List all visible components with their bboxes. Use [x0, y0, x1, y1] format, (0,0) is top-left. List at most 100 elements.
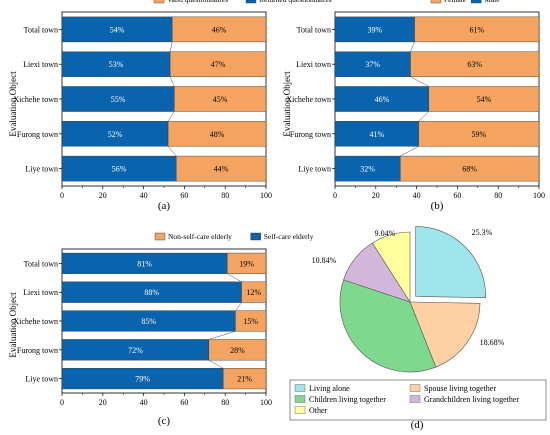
- bar-b-3-rest: [418, 121, 540, 147]
- data-label: 61%: [469, 25, 484, 34]
- data-label: 88%: [144, 288, 159, 297]
- legend-swatch: [245, 0, 257, 4]
- category-label: Liye town: [25, 375, 58, 384]
- data-label: 28%: [230, 346, 245, 355]
- bar-c-4-rest: [222, 368, 267, 390]
- category-label: Total town: [24, 25, 58, 34]
- x-tick-label: 80: [221, 191, 229, 200]
- bar-a-4-rest: [176, 155, 267, 182]
- data-label: 55%: [111, 95, 126, 104]
- pie-slice-1: [409, 301, 481, 368]
- data-label: 54%: [110, 25, 125, 34]
- series-connector: [208, 359, 224, 369]
- bar-a-0-rest: [171, 16, 267, 43]
- x-tick-label: 0: [60, 398, 64, 407]
- series-connector: [169, 41, 173, 52]
- x-tick-label: 20: [99, 398, 107, 407]
- pie-slice-4: [371, 231, 411, 304]
- bar-b-3: [334, 121, 419, 147]
- category-label: Xichehe town: [13, 95, 58, 104]
- pie-slice-label: 9.04%: [375, 229, 396, 238]
- bar-b-1-rest: [410, 51, 540, 77]
- x-tick-label: 40: [140, 191, 148, 200]
- category-label: Total town: [297, 25, 331, 34]
- data-label: 12%: [246, 288, 261, 297]
- legend-swatch: [409, 384, 421, 392]
- data-label: 47%: [211, 60, 226, 69]
- panel-label: (d): [411, 419, 424, 431]
- legend-swatch: [294, 406, 306, 414]
- data-label: 21%: [237, 375, 252, 384]
- x-tick-label: 0: [60, 191, 64, 200]
- bar-b-4: [334, 155, 401, 182]
- category-label: Xichehe town: [286, 95, 331, 104]
- data-label: 52%: [108, 130, 123, 139]
- x-tick-label: 100: [260, 398, 272, 407]
- pie-slice-label: 25.3%: [472, 228, 493, 237]
- data-label: 39%: [367, 25, 382, 34]
- bar-a-3: [61, 121, 169, 147]
- series-connector: [418, 111, 430, 122]
- data-label: 15%: [243, 317, 258, 326]
- bar-c-1-rest: [241, 281, 267, 303]
- panel-label: (b): [431, 200, 444, 212]
- legend-swatch: [430, 0, 442, 4]
- bar-b-0-rest: [414, 16, 540, 43]
- legend-swatch: [153, 0, 165, 4]
- x-tick-label: 40: [140, 398, 148, 407]
- y-axis-title: Evaluation Object: [8, 71, 18, 137]
- bar-b-2: [334, 86, 430, 112]
- legend-label: Self-care elderly: [264, 232, 314, 241]
- legend-label: Non-self-care elderly: [168, 232, 232, 241]
- category-label: Furong town: [17, 130, 58, 139]
- series-connector: [400, 146, 419, 157]
- x-tick-label: 0: [333, 191, 337, 200]
- data-label: 32%: [360, 165, 375, 174]
- y-axis-title: Evaluation Object: [8, 292, 18, 358]
- data-label: 85%: [141, 317, 156, 326]
- bar-b-2-rest: [428, 86, 540, 112]
- data-label: 54%: [477, 95, 492, 104]
- series-connector: [208, 331, 236, 340]
- legend-swatch: [409, 395, 421, 403]
- legend-label: Valid questionnaires: [167, 0, 228, 4]
- data-label: 81%: [137, 259, 152, 268]
- data-label: 37%: [365, 60, 380, 69]
- pie-slice-2: [339, 279, 437, 373]
- legend-swatch: [294, 395, 306, 403]
- data-label: 19%: [239, 259, 254, 268]
- series-connector: [235, 302, 242, 311]
- bar-a-1-rest: [169, 51, 267, 77]
- x-tick-label: 60: [180, 398, 188, 407]
- data-label: 63%: [467, 60, 482, 69]
- category-label: Liexi town: [23, 288, 58, 297]
- category-label: Liye town: [298, 165, 331, 174]
- x-tick-label: 80: [494, 191, 502, 200]
- x-tick-label: 40: [413, 191, 421, 200]
- data-label: 44%: [214, 165, 229, 174]
- panel-label: (c): [158, 415, 171, 427]
- data-label: 79%: [135, 375, 150, 384]
- pie-slice-label: 18.68%: [480, 338, 505, 347]
- legend-label: Male: [484, 0, 500, 4]
- x-tick-label: 60: [453, 191, 461, 200]
- data-label: 72%: [128, 346, 143, 355]
- category-label: Furong town: [17, 346, 58, 355]
- legend-label: Returned questionnaires: [259, 0, 332, 4]
- bar-a-1: [61, 51, 171, 77]
- bar-b-4-rest: [400, 155, 540, 182]
- data-label: 56%: [112, 165, 127, 174]
- category-label: Liexi town: [296, 60, 331, 69]
- x-tick-label: 100: [260, 191, 272, 200]
- legend-label: Female: [444, 0, 467, 4]
- legend-swatch: [294, 384, 306, 392]
- bar-a-2: [61, 86, 175, 112]
- legend-swatch: [471, 0, 482, 4]
- x-tick-label: 80: [221, 398, 229, 407]
- category-label: Furong town: [290, 130, 331, 139]
- data-label: 59%: [471, 130, 486, 139]
- panel-label: (a): [158, 200, 171, 212]
- pie-slice-label: 10.84%: [312, 256, 337, 265]
- category-label: Liye town: [25, 165, 58, 174]
